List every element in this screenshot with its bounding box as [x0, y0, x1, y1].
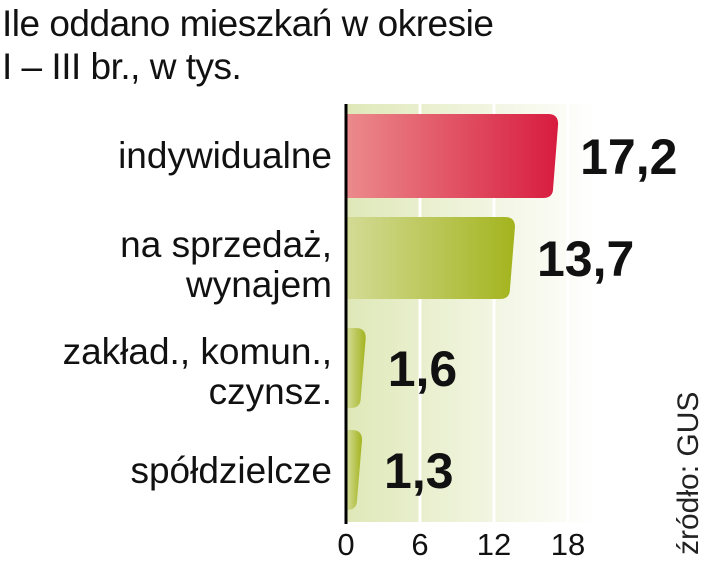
category-label-line: indywidualne: [118, 135, 332, 176]
bar: [347, 114, 559, 198]
data-label: 1,6: [388, 341, 458, 397]
x-tick-labels: 0 6 12 18: [337, 527, 585, 562]
x-tick-label: 18: [551, 527, 585, 562]
category-label-line: wynajem: [186, 264, 332, 305]
category-label-zaklad-komun-czynsz: zakład., komun., czynsz.: [63, 332, 332, 412]
category-label-line: spółdzielcze: [130, 450, 332, 491]
category-label-spoldzielcze: spółdzielcze: [130, 451, 332, 491]
chart-title: Ile oddano mieszkań w okresie I – III br…: [2, 2, 642, 88]
bar: [347, 430, 363, 510]
category-label-line: czynsz.: [208, 371, 332, 412]
bar: [347, 217, 515, 299]
bar: [347, 328, 366, 408]
bars: [347, 114, 559, 510]
category-label-line: na sprzedaż,: [120, 224, 332, 265]
value-labels: 17,2 13,7 1,6 1,3: [384, 129, 677, 499]
x-tick-label: 12: [477, 527, 511, 562]
data-label: 1,3: [384, 443, 454, 499]
chart-title-line-1: Ile oddano mieszkań w okresie: [2, 3, 494, 44]
source-note: źródło: GUS: [672, 391, 705, 555]
category-label-line: zakład., komun.,: [62, 331, 332, 372]
x-tick-label: 6: [411, 527, 428, 562]
data-label: 13,7: [537, 231, 634, 287]
x-tick-label: 0: [337, 527, 354, 562]
category-label-na-sprzedaz-wynajem: na sprzedaż, wynajem: [120, 225, 332, 305]
category-label-indywidualne: indywidualne: [118, 136, 332, 176]
data-label: 17,2: [580, 129, 677, 185]
chart-title-line-2: I – III br., w tys.: [2, 46, 242, 87]
